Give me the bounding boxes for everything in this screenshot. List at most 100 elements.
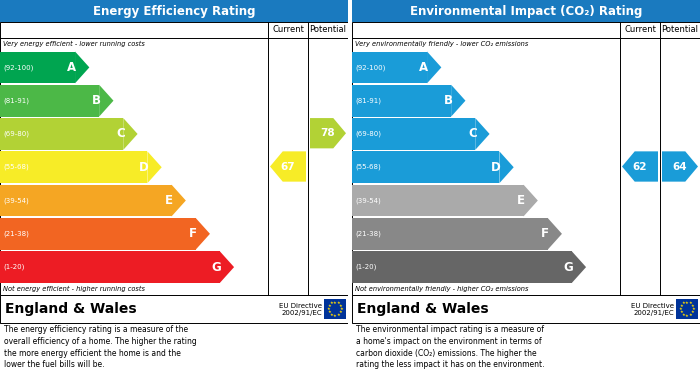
Bar: [0, 85, 99, 117]
Text: G: G: [211, 261, 221, 274]
Polygon shape: [475, 118, 489, 150]
Text: A: A: [419, 61, 428, 74]
Text: E: E: [517, 194, 525, 207]
Text: 64: 64: [673, 161, 687, 172]
Text: ★: ★: [330, 313, 334, 317]
Text: ★: ★: [327, 307, 330, 311]
Bar: [352, 22, 700, 295]
Text: ★: ★: [678, 307, 682, 311]
Bar: [352, 218, 547, 250]
Text: (92-100): (92-100): [3, 64, 34, 71]
Text: Potential: Potential: [662, 25, 699, 34]
Text: (21-38): (21-38): [3, 231, 29, 237]
Text: G: G: [564, 261, 573, 274]
Text: ★: ★: [682, 313, 685, 317]
Text: Not energy efficient - higher running costs: Not energy efficient - higher running co…: [3, 286, 145, 292]
Text: EU Directive
2002/91/EC: EU Directive 2002/91/EC: [279, 303, 322, 316]
Polygon shape: [427, 52, 441, 83]
Polygon shape: [99, 85, 113, 117]
Text: ★: ★: [691, 304, 694, 308]
Text: England & Wales: England & Wales: [5, 302, 136, 316]
Polygon shape: [270, 151, 306, 182]
Text: (39-54): (39-54): [355, 197, 381, 204]
Polygon shape: [172, 185, 186, 217]
Text: C: C: [116, 127, 125, 140]
Text: D: D: [491, 161, 500, 174]
Text: (81-91): (81-91): [355, 97, 381, 104]
Text: Current: Current: [272, 25, 304, 34]
Text: (1-20): (1-20): [3, 264, 25, 270]
Text: (55-68): (55-68): [3, 164, 29, 170]
Text: ★: ★: [330, 301, 334, 305]
Text: ★: ★: [337, 313, 340, 317]
Bar: [676, 299, 698, 319]
Text: ★: ★: [337, 301, 340, 305]
Polygon shape: [547, 218, 562, 250]
Bar: [0, 185, 172, 217]
Text: ★: ★: [333, 314, 337, 317]
Text: 62: 62: [633, 161, 648, 172]
Text: Environmental Impact (CO₂) Rating: Environmental Impact (CO₂) Rating: [410, 5, 642, 18]
Text: ★: ★: [692, 307, 695, 311]
Text: (21-38): (21-38): [355, 231, 381, 237]
Text: D: D: [139, 161, 149, 174]
Text: F: F: [189, 227, 197, 240]
Bar: [0, 0, 348, 22]
Text: F: F: [541, 227, 549, 240]
Text: ★: ★: [328, 310, 331, 314]
Text: (39-54): (39-54): [3, 197, 29, 204]
Text: ★: ★: [685, 301, 689, 305]
Polygon shape: [452, 85, 466, 117]
Polygon shape: [622, 151, 658, 182]
Text: The environmental impact rating is a measure of
a home's impact on the environme: The environmental impact rating is a mea…: [356, 325, 545, 369]
Text: B: B: [444, 94, 453, 107]
Text: (92-100): (92-100): [355, 64, 386, 71]
Polygon shape: [572, 251, 586, 283]
Bar: [352, 295, 700, 323]
Bar: [352, 185, 524, 217]
Text: ★: ★: [691, 310, 694, 314]
Text: England & Wales: England & Wales: [357, 302, 489, 316]
Text: ★: ★: [688, 301, 692, 305]
Bar: [0, 251, 220, 283]
Bar: [352, 118, 475, 150]
Polygon shape: [662, 151, 698, 182]
Text: A: A: [67, 61, 76, 74]
Text: ★: ★: [680, 310, 683, 314]
Text: Energy Efficiency Rating: Energy Efficiency Rating: [92, 5, 256, 18]
Bar: [0, 151, 148, 183]
Text: ★: ★: [339, 310, 342, 314]
Bar: [0, 52, 75, 83]
Text: Very energy efficient - lower running costs: Very energy efficient - lower running co…: [3, 41, 145, 47]
Text: Very environmentally friendly - lower CO₂ emissions: Very environmentally friendly - lower CO…: [355, 41, 528, 47]
Polygon shape: [499, 151, 514, 183]
Text: ★: ★: [685, 314, 689, 317]
Text: B: B: [92, 94, 101, 107]
Text: (69-80): (69-80): [355, 131, 381, 137]
Bar: [352, 0, 700, 22]
Bar: [352, 151, 499, 183]
Polygon shape: [75, 52, 90, 83]
Text: E: E: [165, 194, 173, 207]
Text: EU Directive
2002/91/EC: EU Directive 2002/91/EC: [631, 303, 674, 316]
Text: ★: ★: [688, 313, 692, 317]
Text: (55-68): (55-68): [355, 164, 381, 170]
Polygon shape: [148, 151, 162, 183]
Text: 78: 78: [321, 128, 335, 138]
Bar: [0, 118, 123, 150]
Text: Potential: Potential: [309, 25, 346, 34]
Text: ★: ★: [682, 301, 685, 305]
Polygon shape: [195, 218, 210, 250]
Polygon shape: [524, 185, 538, 217]
Polygon shape: [123, 118, 138, 150]
Bar: [0, 22, 348, 295]
Polygon shape: [310, 118, 346, 148]
Bar: [352, 251, 572, 283]
Bar: [0, 295, 348, 323]
Bar: [0, 218, 195, 250]
Text: 67: 67: [281, 161, 295, 172]
Bar: [352, 85, 452, 117]
Text: ★: ★: [340, 307, 344, 311]
Bar: [352, 52, 427, 83]
Text: (69-80): (69-80): [3, 131, 29, 137]
